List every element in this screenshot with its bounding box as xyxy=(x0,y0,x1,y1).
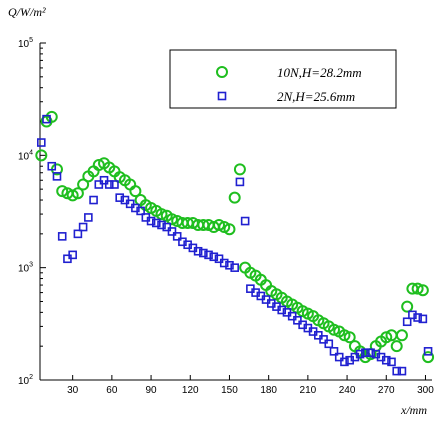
series-2n xyxy=(37,114,433,376)
y-tick-label: 105 xyxy=(18,37,33,50)
data-point-square xyxy=(209,252,219,262)
data-point-square xyxy=(293,315,302,325)
data-point-circle xyxy=(390,340,403,353)
data-point-square xyxy=(47,161,57,171)
data-point-square xyxy=(162,222,172,232)
x-tick-label: 300 xyxy=(417,385,434,396)
data-point-square xyxy=(423,347,433,356)
y-tick-label: 104 xyxy=(18,149,33,162)
data-point-square xyxy=(361,348,370,357)
data-point-square xyxy=(277,305,287,315)
x-tick-label: 240 xyxy=(339,385,356,396)
x-tick-label: 180 xyxy=(260,385,277,396)
data-point-square xyxy=(172,232,182,241)
data-point-square xyxy=(324,339,334,349)
legend-marker-square xyxy=(217,91,227,101)
data-point-square xyxy=(219,258,229,268)
data-point-square xyxy=(402,317,412,327)
data-point-square xyxy=(355,349,365,359)
y-axis-title: Q/W/m² xyxy=(8,5,46,19)
data-point-square xyxy=(397,366,407,376)
x-tick-label: 270 xyxy=(378,385,395,396)
data-point-circle xyxy=(328,323,340,336)
data-point-circle xyxy=(129,185,142,198)
data-point-square xyxy=(42,114,51,124)
data-point-circle xyxy=(401,300,414,313)
data-point-square xyxy=(408,310,417,320)
data-point-square xyxy=(73,229,83,239)
legend: 10N,H=28.2mm 2N,H=25.6mm xyxy=(169,49,397,109)
data-point-circle xyxy=(165,213,178,226)
y-tick-label: 102 xyxy=(18,374,33,387)
x-tick-label: 90 xyxy=(146,385,158,396)
data-point-square xyxy=(235,177,245,187)
data-point-circle xyxy=(233,163,246,176)
data-point-square xyxy=(381,355,391,365)
legend-label-2n: 2N,H=25.6mm xyxy=(277,89,355,104)
data-point-square xyxy=(204,250,213,260)
data-point-square xyxy=(340,357,349,367)
data-point-circle xyxy=(71,187,84,200)
x-tick-label: 60 xyxy=(106,385,118,396)
data-point-square xyxy=(104,180,114,189)
data-point-square xyxy=(57,232,67,241)
data-point-circle xyxy=(416,284,429,297)
data-point-square xyxy=(319,335,328,344)
data-point-square xyxy=(136,206,145,216)
data-point-circle xyxy=(395,329,408,342)
data-point-square xyxy=(334,352,344,362)
data-point-circle xyxy=(228,191,241,204)
data-point-square xyxy=(157,220,166,230)
x-tick-label: 30 xyxy=(67,385,79,396)
data-point-circle xyxy=(77,178,90,191)
data-point-square xyxy=(230,263,239,272)
data-point-circle xyxy=(35,149,48,162)
data-point-circle xyxy=(422,351,435,364)
data-point-square xyxy=(78,222,88,232)
series-layer xyxy=(35,110,435,376)
data-point-square xyxy=(110,180,119,189)
data-point-square xyxy=(329,347,339,356)
data-point-square xyxy=(167,227,177,236)
tick-group: 30 60 90 120 150 180 210 240 270 300 102 103 104 105 xyxy=(18,37,434,396)
data-point-circle xyxy=(45,110,58,123)
data-point-circle xyxy=(223,223,236,236)
data-point-square xyxy=(225,260,234,270)
data-point-square xyxy=(68,250,77,260)
data-point-square xyxy=(151,218,161,228)
data-point-square xyxy=(413,313,422,322)
x-axis-title: x/mm xyxy=(400,403,427,417)
legend-marker-circle xyxy=(216,66,228,78)
data-point-square xyxy=(84,213,93,222)
x-tick-label: 150 xyxy=(221,385,238,396)
data-point-square xyxy=(418,314,428,324)
data-point-square xyxy=(199,248,208,258)
data-point-circle xyxy=(338,329,351,342)
data-point-square xyxy=(366,348,375,357)
data-point-circle xyxy=(343,331,356,344)
x-tick-label: 210 xyxy=(300,385,317,396)
data-point-square xyxy=(37,138,46,147)
data-point-square xyxy=(146,216,156,226)
data-point-circle xyxy=(411,282,424,295)
data-point-circle xyxy=(380,331,393,344)
legend-box xyxy=(169,49,397,109)
data-point-square xyxy=(89,195,98,205)
data-point-circle xyxy=(155,208,168,221)
data-point-square xyxy=(240,216,250,226)
x-tick-label: 120 xyxy=(182,385,199,396)
data-point-square xyxy=(193,246,203,256)
y-tick-label: 103 xyxy=(18,262,33,275)
series-10n xyxy=(35,110,435,364)
data-point-square xyxy=(52,172,62,181)
legend-label-10n: 10N,H=28.2mm xyxy=(277,65,362,80)
data-point-square xyxy=(115,193,125,202)
data-point-square xyxy=(392,366,402,376)
data-point-square xyxy=(387,357,396,367)
